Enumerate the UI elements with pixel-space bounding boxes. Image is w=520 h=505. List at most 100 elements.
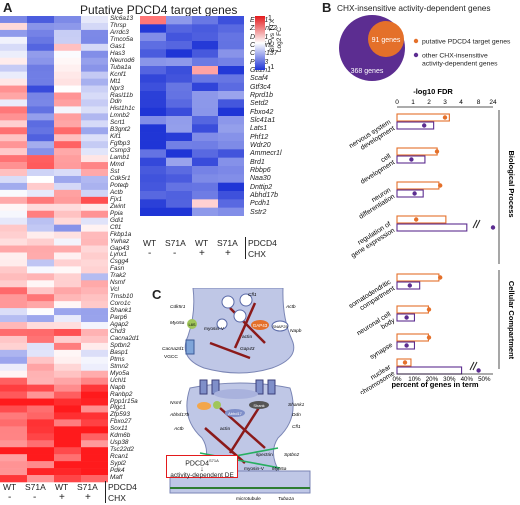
heatmap-right <box>140 16 244 216</box>
heatmap-cell <box>54 85 81 93</box>
gene-label: Gas1 <box>110 42 126 50</box>
heatmap-cell <box>27 363 54 372</box>
heatmap-cell <box>166 157 192 167</box>
heatmap-cell <box>140 41 166 50</box>
gene-label: Setd2 <box>250 100 269 108</box>
heatmap-cell <box>81 71 108 79</box>
bar-pdcd4 <box>396 147 438 156</box>
gene-label: Basp1 <box>110 348 129 356</box>
bar-pdcd4 <box>396 333 429 342</box>
heatmap-cell <box>54 127 81 135</box>
heatmap-cell <box>0 155 27 163</box>
pdcd4-box: PDCD4S71A ↓ activity-dependent DE <box>166 455 238 479</box>
panel-a-letter: A <box>3 0 13 15</box>
cond-left-1: WT <box>3 482 17 492</box>
heatmap-cell <box>27 99 54 107</box>
gene-label: Rbbp6 <box>250 167 271 174</box>
heatmap-cell <box>54 252 81 260</box>
heatmap-cell <box>0 308 27 316</box>
heatmap-cell <box>81 224 108 232</box>
gene-label: Abhd17b <box>250 192 279 199</box>
gene-label: Pdk4 <box>110 467 125 475</box>
gene-label: Rcan1 <box>110 453 129 461</box>
heatmap-cell <box>218 107 244 117</box>
heatmap-cell <box>54 162 81 170</box>
heatmap-cell <box>54 447 81 455</box>
heatmap-cell <box>81 196 108 205</box>
chx-sign-left-1: - <box>8 492 12 503</box>
snap25-protein <box>271 320 289 332</box>
chx-sign-left-4: + <box>85 492 91 503</box>
heatmap-cell <box>0 328 27 337</box>
heatmap-cell <box>27 426 54 434</box>
heatmap-cell <box>27 57 54 65</box>
box-line1: PDCD4 <box>185 460 209 468</box>
gene-label: Stmn2 <box>110 362 129 370</box>
label-cacna2d1: Cacna2d1 <box>162 346 184 352</box>
go-term-label: nuclearchromosome <box>355 363 397 394</box>
heatmap-cell <box>81 36 108 45</box>
heatmap-cell <box>0 64 27 72</box>
gene-label: Thrsp <box>110 21 127 29</box>
gene-label: Napb <box>110 383 126 391</box>
label-actb-bottom: Actb <box>173 426 184 432</box>
heatmap-cell <box>54 384 81 392</box>
heatmap-cell <box>218 49 244 58</box>
heatmap-cell <box>166 116 192 125</box>
heatmap-cell <box>81 231 108 239</box>
heatmap-cell <box>27 398 54 406</box>
heatmap-cell <box>54 461 81 469</box>
heatmap-cell <box>27 113 54 121</box>
heatmap-cell <box>27 342 54 351</box>
heatmap-cell <box>0 447 27 455</box>
heatmap-cell <box>81 16 108 24</box>
gene-label: Dnttip2 <box>250 183 273 191</box>
go-term-row: regulation ofgene expression <box>350 215 496 260</box>
heatmap-cell <box>0 280 27 288</box>
gene-label: Maff <box>110 474 123 482</box>
gene-label: Tmsb10 <box>110 293 134 301</box>
heatmap-cell <box>140 149 166 158</box>
pct-tick: 0% <box>393 376 402 383</box>
heatmap-cell <box>192 132 218 142</box>
heatmap-cell <box>54 155 81 163</box>
panel-a-title: Putative PDCD4 target genes <box>80 3 238 17</box>
heatmap-cell <box>0 169 27 177</box>
heatmap-cell <box>0 259 27 267</box>
go-term-row: synapse <box>369 333 432 361</box>
label-sptbn2: Sptbn2 <box>284 452 300 458</box>
gene-label: Fjx1 <box>110 195 123 203</box>
heatmap-cell <box>54 231 81 239</box>
heatmap-cell <box>54 217 81 225</box>
gene-label: Ddn <box>110 98 122 106</box>
gene-label: Hist1h1c <box>110 105 135 113</box>
heatmap-cell <box>0 78 27 86</box>
heatmap-cell <box>0 231 27 239</box>
heatmap-cell <box>166 207 192 216</box>
bar-other <box>396 341 416 350</box>
gene-label: Gap43 <box>110 244 130 252</box>
heatmap-cell <box>27 419 54 427</box>
heatmap-cell <box>140 74 166 83</box>
gene-label: Plgc1 <box>110 404 126 412</box>
heatmap-cell <box>54 71 81 79</box>
heatmap-cell <box>0 106 27 114</box>
nsmf-protein <box>197 402 211 410</box>
bar-other <box>396 223 468 232</box>
gene-label: Kcnf1 <box>110 70 127 78</box>
heatmap-cell <box>81 210 108 219</box>
label-spectrin: spectrin <box>256 452 273 458</box>
heatmap-cell <box>192 182 218 192</box>
label-myosin-bottom: myosin-V <box>244 466 265 472</box>
heatmap-cell <box>81 301 108 309</box>
heatmap-cell <box>192 174 218 183</box>
heatmap-cell <box>192 124 218 133</box>
heatmap-cell <box>81 203 108 212</box>
heatmap-cell <box>81 454 108 462</box>
heatmap-cell <box>218 124 244 133</box>
gene-label: Cdk5r1 <box>110 174 131 182</box>
heatmap-cell <box>27 440 54 448</box>
label-vgcc: VGCC <box>164 354 178 360</box>
heatmap-cell <box>81 189 108 198</box>
go-term-label: nervous systemdevelopment <box>348 119 396 157</box>
